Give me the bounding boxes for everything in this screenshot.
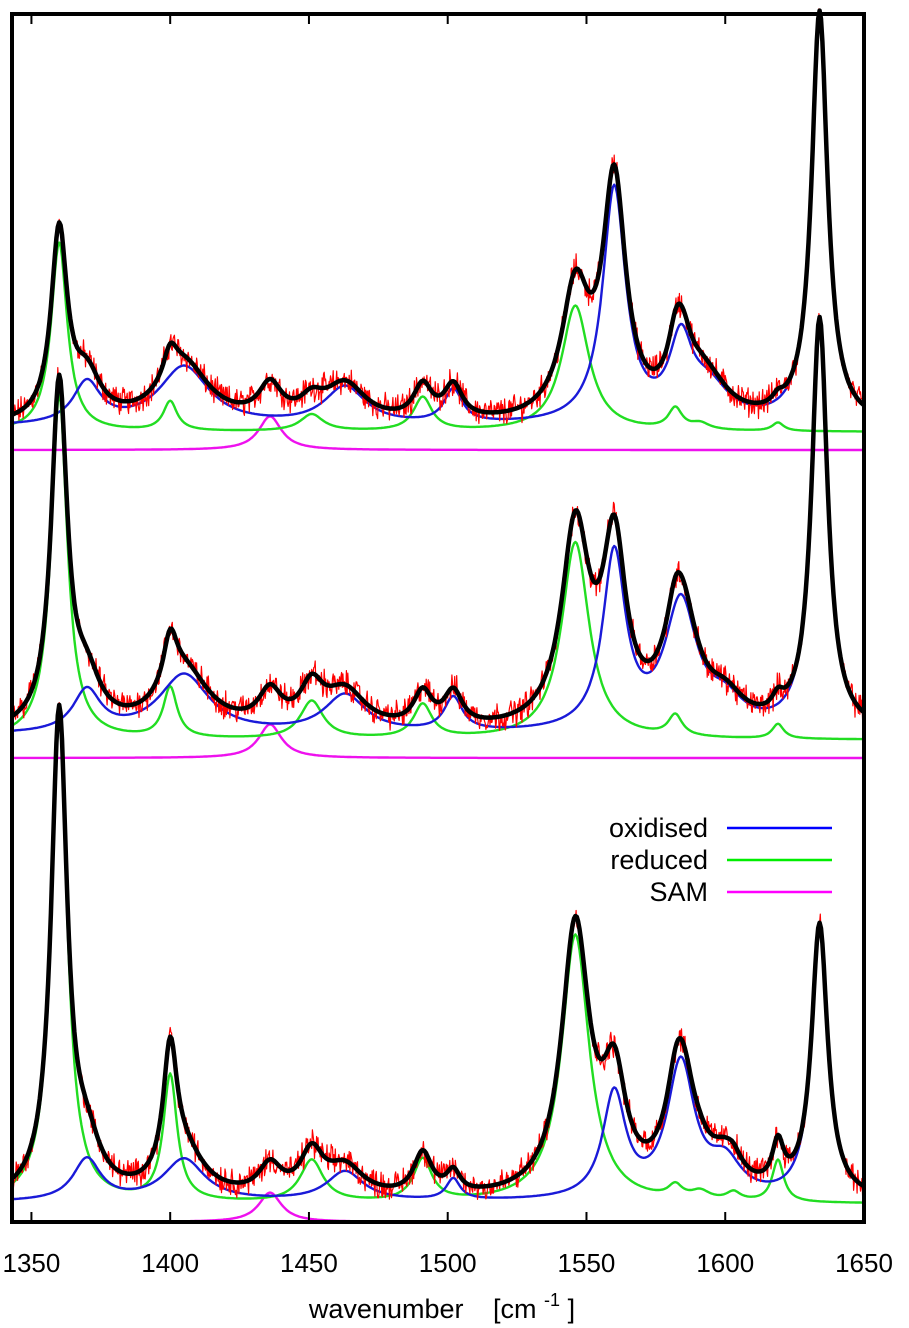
legend: oxidised reduced SAM bbox=[609, 813, 832, 907]
tick-layer: 1350 1400 1450 1500 1550 1600 1650 bbox=[3, 14, 893, 1278]
reduced-component-2 bbox=[11, 393, 864, 741]
measured-spectrum-3 bbox=[11, 702, 865, 1200]
x-tick-label: 1350 bbox=[3, 1248, 61, 1278]
x-tick-label: 1600 bbox=[696, 1248, 754, 1278]
x-axis-label: wavenumber [cm -1 ] bbox=[308, 1282, 575, 1324]
measured-spectrum-1 bbox=[11, 8, 865, 425]
x-axis-unit-exponent: -1 bbox=[544, 1290, 560, 1310]
oxidised-component-3 bbox=[11, 924, 865, 1201]
x-axis-unit-suffix: ] bbox=[568, 1294, 576, 1324]
x-axis-unit: [cm bbox=[493, 1294, 537, 1324]
oxidised-component-1 bbox=[11, 10, 865, 424]
legend-label-oxidised: oxidised bbox=[609, 813, 708, 843]
reduced-component-1 bbox=[11, 241, 864, 433]
sam-component-3 bbox=[12, 1191, 864, 1224]
x-tick-label: 1400 bbox=[141, 1248, 199, 1278]
x-tick-label: 1650 bbox=[835, 1248, 893, 1278]
fit-total-2 bbox=[10, 314, 866, 720]
x-axis-label-text: wavenumber bbox=[308, 1294, 464, 1324]
series-layer bbox=[10, 8, 866, 1224]
x-tick-label: 1550 bbox=[558, 1248, 616, 1278]
fit-total-3 bbox=[10, 702, 866, 1189]
legend-label-reduced: reduced bbox=[610, 845, 708, 875]
fit-total-1 bbox=[11, 8, 866, 417]
x-tick-label: 1450 bbox=[280, 1248, 338, 1278]
plot-frame bbox=[10, 12, 866, 1224]
oxidised-component-2 bbox=[11, 317, 865, 732]
x-tick-label: 1500 bbox=[419, 1248, 477, 1278]
reduced-component-3 bbox=[11, 718, 864, 1204]
measured-spectrum-2 bbox=[11, 313, 865, 731]
sam-component-1 bbox=[12, 415, 864, 452]
legend-label-sam: SAM bbox=[649, 877, 708, 907]
sam-component-2 bbox=[12, 723, 864, 760]
